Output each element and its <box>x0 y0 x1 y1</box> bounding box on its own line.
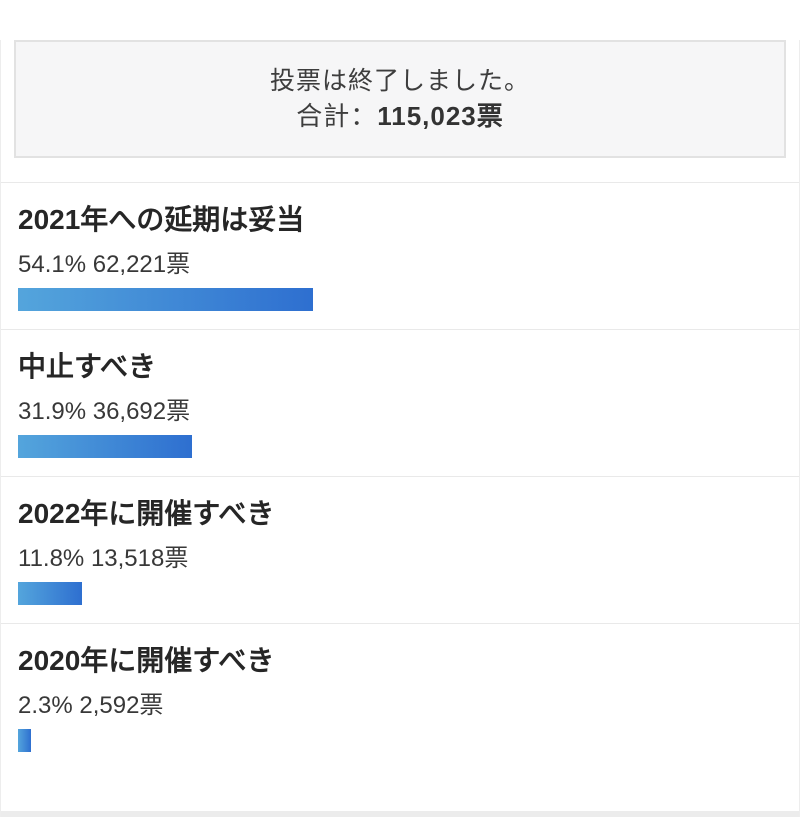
poll-option-row: 2020年に開催すべき 2.3% 2,592票 <box>1 623 799 770</box>
option-title: 2022年に開催すべき <box>18 498 275 529</box>
option-stats: 31.9% 36,692票 <box>18 398 191 425</box>
total-votes-value: 115,023票 <box>377 101 504 131</box>
result-bar <box>18 729 31 752</box>
poll-options-list: 2021年への延期は妥当 54.1% 62,221票 中止すべき 31.9% 3… <box>1 182 799 770</box>
total-votes-prefix: 合計： <box>296 101 378 131</box>
option-stats: 54.1% 62,221票 <box>18 251 191 278</box>
option-title: 中止すべき <box>18 351 157 382</box>
poll-closed-message: 投票は終了しました。 <box>269 67 530 95</box>
result-bar-track <box>18 729 563 752</box>
option-title: 2020年に開催すべき <box>18 645 275 676</box>
result-bar-track <box>18 435 563 458</box>
option-title: 2021年への延期は妥当 <box>18 204 305 235</box>
bottom-divider <box>1 811 799 817</box>
total-votes-line: 合計：115,023票 <box>296 98 504 134</box>
option-stats: 11.8% 13,518票 <box>18 545 189 572</box>
result-bar <box>18 582 83 605</box>
option-stats: 2.3% 2,592票 <box>18 692 164 719</box>
result-bar <box>18 435 192 458</box>
result-bar <box>18 288 313 311</box>
poll-option-row: 2022年に開催すべき 11.8% 13,518票 <box>1 476 799 623</box>
result-bar-track <box>18 288 563 311</box>
poll-results-page: 投票は終了しました。 合計：115,023票 2021年への延期は妥当 54.1… <box>0 40 800 817</box>
poll-closed-notice: 投票は終了しました。 合計：115,023票 <box>14 40 786 158</box>
result-bar-track <box>18 582 563 605</box>
poll-option-row: 中止すべき 31.9% 36,692票 <box>1 329 799 476</box>
poll-option-row: 2021年への延期は妥当 54.1% 62,221票 <box>1 182 799 329</box>
